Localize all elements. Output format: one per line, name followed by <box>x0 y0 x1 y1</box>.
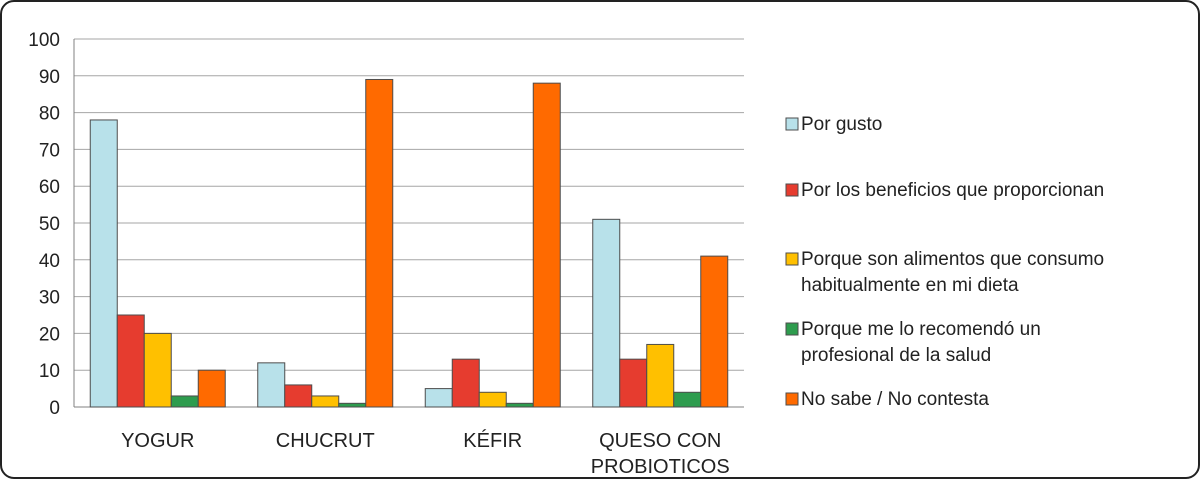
bar-3-4 <box>646 343 675 408</box>
y-tick-label: 90 <box>39 67 60 88</box>
legend-swatch <box>785 392 799 406</box>
bar-2-1 <box>116 314 145 408</box>
x-category-label: KÉFIR <box>463 429 522 452</box>
y-tick-label: 100 <box>28 30 60 51</box>
y-tick-label: 60 <box>39 177 60 198</box>
x-category-label: PROBIOTICOS <box>591 456 730 478</box>
y-tick-label: 30 <box>39 288 60 309</box>
legend-swatch <box>785 322 799 336</box>
bar-3-3 <box>478 391 507 408</box>
bar-3-2 <box>311 395 340 408</box>
x-category-label: CHUCRUT <box>276 430 375 452</box>
x-category-label: QUESO CON <box>599 430 721 452</box>
bar-1-4 <box>592 218 621 408</box>
y-tick-label: 20 <box>39 324 60 345</box>
bar-5-4 <box>700 255 729 408</box>
legend-label: Porque son alimentos que consumo <box>801 249 1104 270</box>
bar-1-3 <box>424 388 453 408</box>
bar-2-3 <box>451 358 480 408</box>
legend-swatch <box>785 117 799 131</box>
y-tick-label: 70 <box>39 140 60 161</box>
bar-5-3 <box>532 82 561 408</box>
bar-5-2 <box>365 78 394 408</box>
y-tick-label: 40 <box>39 251 60 272</box>
legend-label: habitualmente en mi dieta <box>801 275 1019 296</box>
bar-4-2 <box>338 402 367 408</box>
y-tick-label: 0 <box>49 398 60 419</box>
legend-swatch <box>785 252 799 266</box>
legend-label: No sabe / No contesta <box>801 389 989 410</box>
x-category-label: YOGUR <box>121 430 194 452</box>
legend-label: Porque me lo recomendó un <box>801 319 1041 340</box>
legend-label: Por gusto <box>801 114 882 135</box>
legend-label: Por los beneficios que proporcionan <box>801 180 1104 201</box>
legend-swatch <box>785 183 799 197</box>
bar-4-1 <box>170 395 199 408</box>
bar-4-3 <box>505 402 534 408</box>
bar-1-2 <box>257 362 286 408</box>
bar-2-2 <box>284 384 313 408</box>
bar-3-1 <box>143 332 172 408</box>
y-tick-label: 10 <box>39 361 60 382</box>
bar-1-1 <box>89 119 118 408</box>
bar-2-4 <box>619 358 648 408</box>
y-tick-label: 50 <box>39 214 60 235</box>
y-tick-label: 80 <box>39 104 60 125</box>
legend-label: profesional de la salud <box>801 345 991 366</box>
bar-4-4 <box>673 391 702 408</box>
bar-5-1 <box>197 369 226 408</box>
